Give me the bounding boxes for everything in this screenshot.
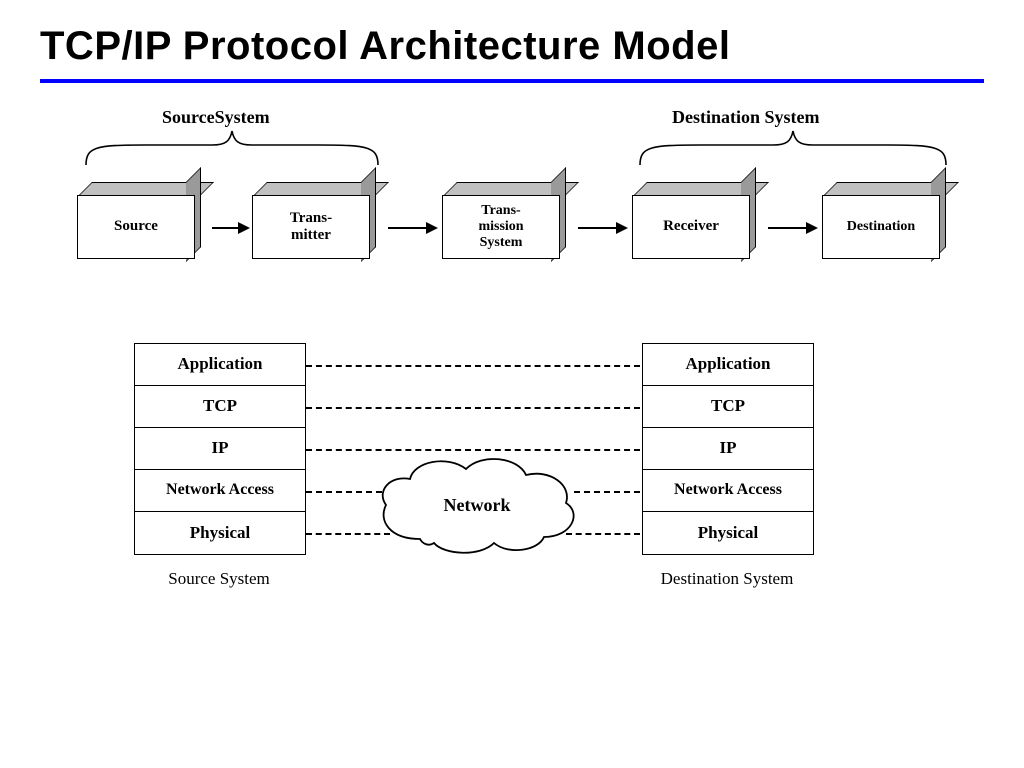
flow-arrow — [578, 227, 626, 229]
stack-layer: IP — [643, 428, 813, 470]
stacks-diagram: Application TCP IP Network Access Physic… — [42, 343, 982, 673]
flow-arrow — [768, 227, 816, 229]
flow-box-label: Trans- mitter — [252, 195, 370, 259]
flow-box-label: Source — [77, 195, 195, 259]
brace-label-left: SourceSystem — [162, 107, 270, 128]
stack-layer: IP — [135, 428, 305, 470]
stack-layer: Network Access — [643, 470, 813, 512]
dashed-line — [306, 365, 640, 367]
flow-box-label: Receiver — [632, 195, 750, 259]
flow-box-destination: Destination — [822, 182, 932, 260]
cloud-label: Network — [444, 495, 511, 516]
flow-box-label: Destination — [822, 195, 940, 259]
flow-box-receiver: Receiver — [632, 182, 742, 260]
stack-layer: Application — [643, 344, 813, 386]
brace-label-right: Destination System — [672, 107, 820, 128]
dashed-line — [574, 491, 640, 493]
flow-arrow — [212, 227, 248, 229]
flow-arrow — [388, 227, 436, 229]
stack-layer: Physical — [643, 512, 813, 554]
stack-caption-left: Source System — [134, 569, 304, 589]
flow-box-source: Source — [77, 182, 187, 260]
network-cloud: Network — [372, 451, 582, 561]
stack-caption-right: Destination System — [642, 569, 812, 589]
title-rule — [40, 79, 984, 83]
flow-box-txsystem: Trans- mission System — [442, 182, 552, 260]
stack-layer: Physical — [135, 512, 305, 554]
page-title: TCP/IP Protocol Architecture Model — [40, 24, 984, 69]
dashed-line — [306, 407, 640, 409]
stack-source: Application TCP IP Network Access Physic… — [134, 343, 306, 555]
brace-left-icon — [84, 129, 380, 167]
flow-box-label: Trans- mission System — [442, 195, 560, 259]
stack-layer: Application — [135, 344, 305, 386]
dashed-line — [306, 491, 382, 493]
flow-box-transmitter: Trans- mitter — [252, 182, 362, 260]
brace-right-icon — [638, 129, 948, 167]
stack-layer: Network Access — [135, 470, 305, 512]
flow-diagram: SourceSystem Destination System Source T… — [42, 107, 982, 307]
stack-layer: TCP — [135, 386, 305, 428]
stack-destination: Application TCP IP Network Access Physic… — [642, 343, 814, 555]
stack-layer: TCP — [643, 386, 813, 428]
slide: TCP/IP Protocol Architecture Model Sourc… — [0, 0, 1024, 768]
